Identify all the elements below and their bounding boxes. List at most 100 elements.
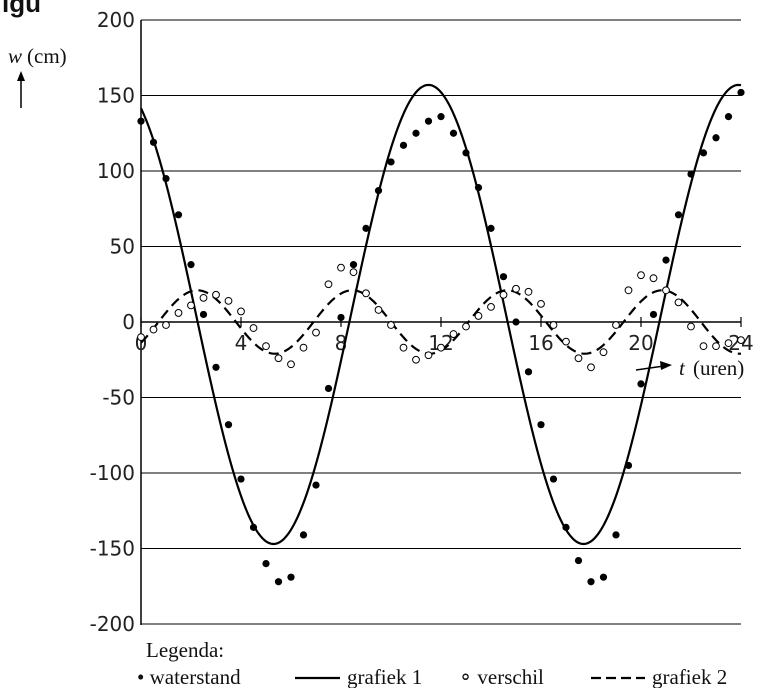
verschil-point — [687, 322, 695, 331]
y-tick-label: 50 — [110, 235, 135, 259]
verschil-point — [299, 343, 308, 352]
verschil-point — [737, 336, 745, 345]
verschil-point — [374, 306, 383, 314]
y-tick-label: 150 — [97, 84, 135, 108]
waterstand-point — [137, 117, 145, 125]
waterstand-point — [637, 380, 645, 388]
verschil-point — [324, 280, 333, 289]
legend-title: Legenda: — [146, 638, 224, 662]
y-tick-labels: 200 150 100 50 0 -50 -100 -150 -200 — [90, 8, 135, 636]
waterstand-point — [412, 129, 420, 137]
verschil-point — [637, 271, 645, 280]
legend-item-verschil: ∘ verschil — [459, 665, 544, 688]
y-tick-label: 200 — [97, 8, 135, 32]
verschil-point — [362, 289, 370, 298]
y-tick-label: -50 — [102, 386, 135, 410]
waterstand-point — [449, 129, 458, 137]
waterstand-point — [162, 174, 170, 183]
verschil-point — [137, 333, 145, 342]
waterstand-point — [724, 113, 733, 121]
waterstand-point — [662, 256, 670, 264]
verschil-point — [262, 342, 270, 351]
verschil-point — [699, 342, 708, 351]
x-axis-unit: (uren) — [693, 356, 744, 380]
y-tick-label: -200 — [90, 612, 135, 636]
verschil-point — [224, 296, 233, 305]
grafiek-1-line — [140, 83, 742, 546]
waterstand-point — [599, 573, 608, 581]
waterstand-point — [174, 211, 183, 219]
verschil-point — [412, 355, 420, 364]
waterstand-point — [262, 560, 270, 568]
verschil-point — [537, 299, 545, 308]
waterstand-point — [312, 481, 320, 489]
verschil-point — [212, 290, 220, 299]
waterstand-point — [224, 421, 233, 429]
verschil-point — [499, 290, 508, 299]
verschil-point — [487, 303, 495, 311]
waterstand-point — [349, 261, 358, 269]
waterstand-point — [424, 117, 433, 125]
figure-title-fragment: igu — [2, 0, 41, 18]
waterstand-point — [299, 531, 308, 539]
waterstand-point — [149, 138, 158, 146]
verschil-point — [462, 322, 470, 331]
waterstand-point — [387, 158, 395, 166]
x-axis-variable: t — [679, 356, 686, 380]
waterstand-point — [212, 363, 220, 371]
verschil-point — [237, 307, 245, 316]
verschil-point — [274, 354, 283, 363]
verschil-point — [399, 343, 408, 352]
verschil-point — [387, 321, 395, 329]
waterstand-point — [499, 273, 508, 281]
verschil-point — [474, 312, 483, 320]
waterstand-point — [649, 310, 658, 319]
waterstand-point — [512, 318, 520, 326]
verschil-point — [512, 284, 520, 293]
verschil-point — [187, 301, 195, 310]
waterstand-point — [237, 475, 245, 483]
waterstand-point — [712, 134, 720, 142]
waterstand-point — [337, 313, 345, 322]
legend-item-grafiek-2: grafiek 2 — [652, 665, 727, 688]
verschil-point — [612, 321, 620, 329]
legend-item-waterstand: • waterstand — [137, 665, 241, 688]
waterstand-point — [537, 421, 545, 429]
verschil-point — [724, 339, 733, 348]
waterstand-point — [274, 578, 283, 586]
waterstand-point — [574, 556, 583, 565]
waterstand-point — [737, 88, 745, 97]
verschil-point — [199, 293, 208, 302]
verschil-point — [449, 330, 458, 338]
waterstand-point — [462, 149, 470, 157]
verschil-point — [649, 274, 658, 283]
waterstand-point — [624, 461, 633, 470]
verschil-point — [599, 348, 608, 357]
verschil-point — [712, 342, 720, 351]
waterstand-point — [674, 211, 683, 219]
waterstand-point — [562, 523, 570, 531]
verschil-point — [437, 343, 445, 352]
waterstand-point — [612, 531, 620, 539]
verschil-point — [162, 321, 170, 329]
waterstand-point — [587, 578, 595, 586]
x-tick-label: 20 — [628, 331, 653, 355]
waterstand-point — [374, 187, 383, 195]
waterstand-point — [187, 261, 195, 269]
waterstand-point — [687, 170, 695, 178]
verschil-point — [149, 325, 158, 334]
verschil-point — [549, 321, 558, 329]
y-axis-arrow — [17, 71, 25, 108]
waterstand-point — [362, 224, 370, 232]
y-axis-unit: (cm) — [27, 44, 67, 68]
legend: Legenda: • waterstand grafiek 1 ∘ versch… — [137, 638, 727, 688]
y-tick-label: 100 — [97, 159, 135, 183]
y-axis-variable: w — [8, 44, 22, 68]
verschil-point — [424, 351, 433, 360]
legend-item-grafiek-1: grafiek 1 — [347, 665, 422, 688]
x-tick-labels: 04812162024 — [135, 317, 754, 355]
verschil-point — [524, 287, 533, 296]
waterstand-point — [399, 141, 408, 149]
verschil-point — [574, 354, 583, 363]
